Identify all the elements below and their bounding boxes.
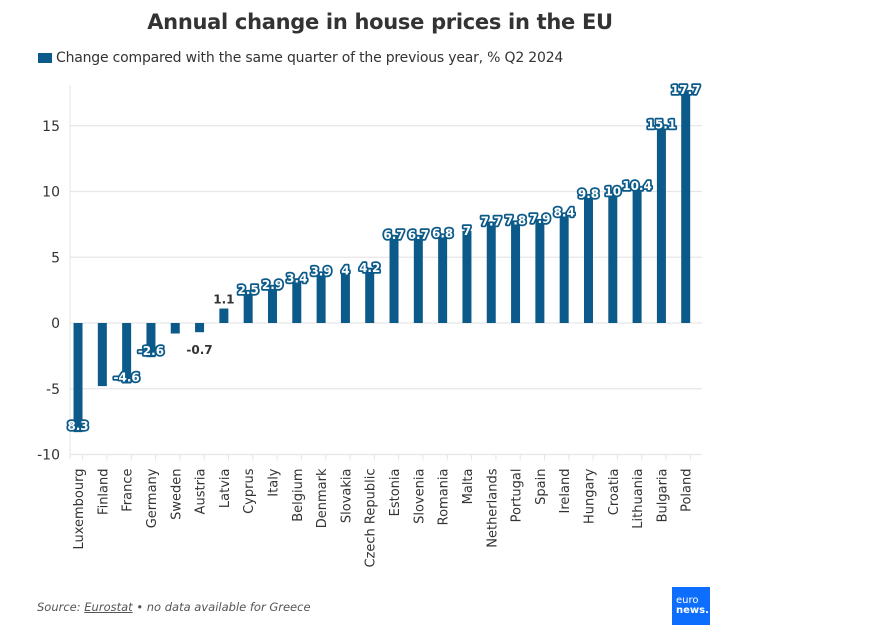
bars: [73, 90, 691, 433]
bar: [195, 323, 205, 333]
data-label: 2.9: [262, 278, 283, 292]
data-label: 3.9: [310, 265, 331, 279]
bar: [511, 220, 521, 323]
y-tick-label: 5: [51, 250, 60, 266]
x-tick-label: Finland: [96, 469, 111, 515]
bar: [535, 219, 545, 323]
bar: [267, 284, 277, 323]
bar: [73, 323, 83, 433]
data-label: 4.2: [359, 261, 380, 275]
bar: [462, 230, 472, 323]
x-tick-label: Slovakia: [339, 469, 354, 524]
x-tick-label: France: [121, 469, 136, 512]
x-tick-label: Malta: [461, 469, 476, 505]
x-tick-label: Germany: [145, 468, 160, 528]
x-tick-label: Hungary: [582, 468, 597, 524]
bar: [292, 278, 302, 323]
bar: [122, 323, 132, 384]
legend-swatch: [38, 53, 52, 63]
x-tick-label: Croatia: [607, 469, 622, 516]
data-label: 8.4: [554, 206, 575, 220]
x-tick-label: Cyprus: [242, 468, 257, 514]
data-label: -0.7: [186, 343, 212, 357]
data-label: 6.7: [408, 228, 429, 242]
legend-label: Change compared with the same quarter of…: [56, 50, 564, 66]
data-label: 17.7: [671, 83, 701, 97]
bar: [608, 191, 618, 323]
bar: [559, 212, 569, 323]
data-label: 1.1: [213, 293, 234, 307]
source-link[interactable]: Eurostat: [84, 600, 133, 614]
x-tick-label: Italy: [266, 468, 281, 497]
source-suffix: • no data available for Greece: [132, 600, 311, 614]
x-tick-label: Denmark: [315, 468, 330, 528]
data-label: 7.8: [505, 213, 526, 227]
data-label: 9.8: [578, 187, 599, 201]
y-tick-label: 0: [51, 316, 60, 332]
x-tick-label: Belgium: [291, 469, 306, 522]
data-label: 7.7: [481, 215, 502, 229]
logo-line1: euro: [676, 595, 699, 606]
logo-line2: news.: [676, 605, 709, 616]
data-label: 8.3: [67, 419, 88, 433]
x-tick-label: Lithuania: [631, 469, 646, 529]
data-label: 6.8: [432, 227, 453, 241]
bar: [243, 290, 253, 323]
bar: [146, 323, 156, 358]
x-tick-label: Bulgaria: [655, 469, 670, 523]
bar: [219, 308, 229, 323]
data-label: 6.7: [383, 228, 404, 242]
x-axis: Luxembourg Finland France Germany Sweden Aust…: [72, 454, 695, 568]
x-tick-label: Romania: [437, 469, 452, 526]
x-tick-label: Slovenia: [412, 469, 427, 524]
data-label: 7.9: [529, 212, 550, 226]
y-tick-label: -5: [46, 382, 60, 398]
chart-title: Annual change in house prices in the EU: [147, 10, 613, 34]
x-tick-label: Austria: [194, 469, 209, 515]
legend: Change compared with the same quarter of…: [38, 50, 563, 66]
x-tick-label: Netherlands: [485, 468, 500, 547]
bar: [97, 323, 107, 387]
y-tick-label: -10: [37, 448, 60, 464]
x-tick-label: Sweden: [169, 469, 184, 520]
bar: [316, 271, 326, 323]
y-axis: -10 -5 0 5 10 15: [37, 85, 71, 464]
bar: [583, 194, 593, 323]
y-tick-label: 15: [42, 119, 60, 135]
gridlines: [70, 125, 702, 456]
x-tick-label: Portugal: [510, 469, 525, 523]
x-tick-label: Spain: [534, 469, 549, 505]
data-label: -2.6: [138, 344, 164, 358]
x-tick-label: Latvia: [218, 469, 233, 509]
bar: [656, 124, 666, 323]
euronews-logo[interactable]: euro news.: [672, 587, 710, 625]
data-label: 2.5: [238, 283, 259, 297]
data-label: 10.4: [622, 179, 652, 193]
source-prefix: Source:: [37, 600, 85, 614]
bar: [365, 267, 375, 323]
data-label: 3.4: [286, 271, 307, 285]
bar: [413, 234, 423, 323]
x-tick-label: Luxembourg: [72, 469, 87, 550]
data-label: 10: [604, 185, 621, 199]
bar: [340, 270, 350, 323]
x-tick-label: Ireland: [558, 469, 573, 514]
bar: [632, 186, 642, 323]
x-tick-label: Estonia: [388, 469, 403, 517]
bar: [681, 90, 691, 324]
x-tick-label: Czech Republic: [364, 469, 379, 568]
data-label: -4.6: [114, 370, 140, 384]
bar: [389, 234, 399, 323]
bar: [438, 233, 448, 323]
source-note: Source: Eurostat • no data available for…: [37, 600, 311, 614]
data-label: 15.1: [647, 117, 677, 131]
y-tick-label: 10: [42, 185, 60, 201]
bar: [486, 221, 496, 323]
x-tick-label: Poland: [680, 469, 695, 512]
data-label: 4: [341, 263, 349, 277]
bar: [170, 323, 180, 334]
data-labels: 8.3 -4.6 -2.6 -0.7 1.1 2.5 2.9 3.4 3.9 4 4.2 6.7 6.7…: [66, 81, 703, 434]
data-label: 7: [463, 224, 471, 238]
